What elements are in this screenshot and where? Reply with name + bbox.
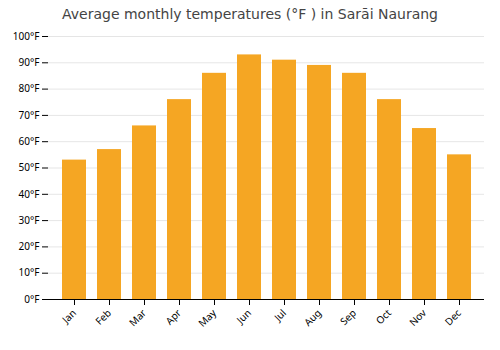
svg-text:Jun: Jun (233, 306, 254, 327)
svg-text:100°F: 100°F (13, 29, 40, 43)
svg-text:Feb: Feb (92, 306, 114, 328)
svg-text:Mar: Mar (126, 306, 149, 329)
svg-text:Jul: Jul (270, 306, 289, 325)
svg-text:Sep: Sep (337, 306, 359, 328)
svg-text:Apr: Apr (162, 306, 184, 328)
svg-text:40°F: 40°F (19, 187, 40, 201)
svg-text:Dec: Dec (441, 306, 464, 329)
svg-text:20°F: 20°F (19, 239, 40, 253)
svg-text:10°F: 10°F (19, 265, 40, 279)
svg-text:80°F: 80°F (19, 81, 40, 95)
svg-text:50°F: 50°F (19, 160, 40, 174)
svg-text:70°F: 70°F (19, 108, 40, 122)
svg-text:30°F: 30°F (19, 213, 40, 227)
svg-text:Jan: Jan (58, 306, 79, 327)
svg-text:Aug: Aug (301, 306, 324, 329)
svg-text:Oct: Oct (373, 306, 395, 328)
svg-text:90°F: 90°F (19, 55, 40, 69)
svg-text:60°F: 60°F (19, 134, 40, 148)
svg-text:May: May (195, 305, 220, 330)
html-text:Average monthly temperatures (: Average monthly temperatures (°F ) in Sa… (62, 6, 438, 22)
svg-text:0°F: 0°F (24, 292, 39, 306)
svg-text:Nov: Nov (406, 305, 430, 329)
